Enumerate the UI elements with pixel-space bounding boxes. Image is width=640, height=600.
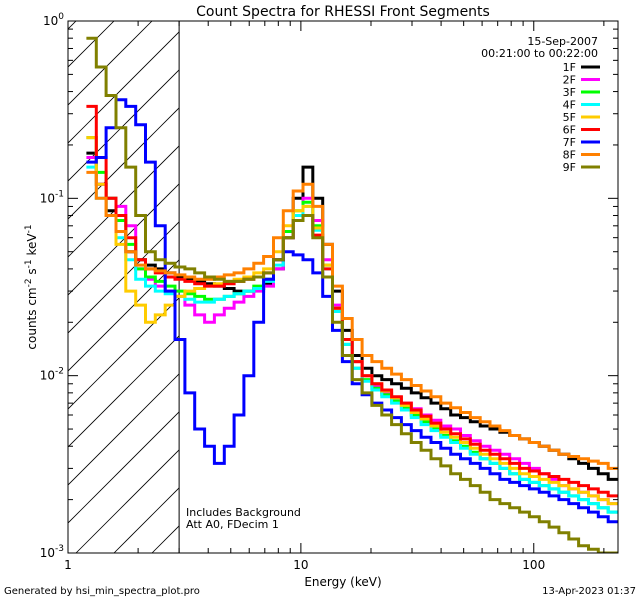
legend-label-7F: 7F bbox=[563, 136, 576, 149]
hatch-line bbox=[68, 21, 77, 30]
y-axis-label-exp2: -1 bbox=[24, 259, 34, 268]
x-tick-label: 1 bbox=[64, 558, 72, 572]
hatch-line bbox=[68, 335, 180, 448]
legend-label-2F: 2F bbox=[563, 74, 576, 87]
series-9F-line bbox=[86, 36, 618, 553]
annotation-background: Includes Background bbox=[186, 506, 301, 519]
x-axis-label: Energy (keV) bbox=[304, 575, 381, 589]
hatch-line bbox=[228, 0, 640, 553]
generated-by-footer: Generated by hsi_min_spectra_plot.pro bbox=[4, 586, 200, 597]
time-range-label: 00:21:00 to 00:22:00 bbox=[481, 47, 598, 60]
hatch-line bbox=[68, 183, 180, 296]
legend-label-3F: 3F bbox=[563, 86, 576, 99]
legend-label-9F: 9F bbox=[563, 161, 576, 174]
chart-title: Count Spectra for RHESSI Front Segments bbox=[196, 4, 490, 20]
date-label: 15-Sep-2007 bbox=[527, 35, 598, 48]
y-tick-label: 10-2 bbox=[40, 367, 64, 383]
y-tick-label: 100 bbox=[43, 12, 64, 28]
y-axis-label-part2: s bbox=[25, 268, 39, 278]
y-axis-label: counts cm-2 s-1 keV-1 bbox=[24, 224, 39, 349]
hatch-line bbox=[68, 21, 153, 106]
legend-label-4F: 4F bbox=[563, 99, 576, 112]
legend-label-8F: 8F bbox=[563, 149, 576, 162]
x-tick-label: 10 bbox=[293, 558, 308, 572]
y-tick-label: 10-1 bbox=[40, 189, 64, 205]
hatch-line bbox=[75, 449, 180, 553]
legend-label-5F: 5F bbox=[563, 111, 576, 124]
timestamp-footer: 13-Apr-2023 01:37 bbox=[542, 586, 636, 597]
hatch-line bbox=[68, 31, 180, 144]
legend-label-1F: 1F bbox=[563, 61, 576, 74]
y-tick-label: 10-3 bbox=[40, 544, 64, 560]
hatch-line bbox=[68, 21, 115, 68]
y-axis-label-exp3: -1 bbox=[24, 224, 34, 233]
x-tick-label: 100 bbox=[522, 558, 545, 572]
hatched-region bbox=[68, 0, 640, 553]
annotation-attenuator: Att A0, FDecim 1 bbox=[186, 518, 279, 531]
legend-label-6F: 6F bbox=[563, 124, 576, 137]
series-6F-line bbox=[86, 104, 618, 498]
hatch-line bbox=[68, 373, 180, 486]
series-8F-line bbox=[86, 170, 618, 470]
hatch-line bbox=[68, 411, 180, 524]
y-axis-label-part3: keV bbox=[25, 233, 39, 260]
hatch-line bbox=[68, 145, 180, 258]
series-layer bbox=[86, 36, 618, 553]
y-axis-label-exp1: -2 bbox=[24, 278, 34, 287]
plot-frame bbox=[67, 20, 619, 554]
y-axis: 100 10-1 10-2 10-3 bbox=[40, 12, 618, 560]
y-axis-label-part1: counts cm bbox=[25, 287, 39, 349]
